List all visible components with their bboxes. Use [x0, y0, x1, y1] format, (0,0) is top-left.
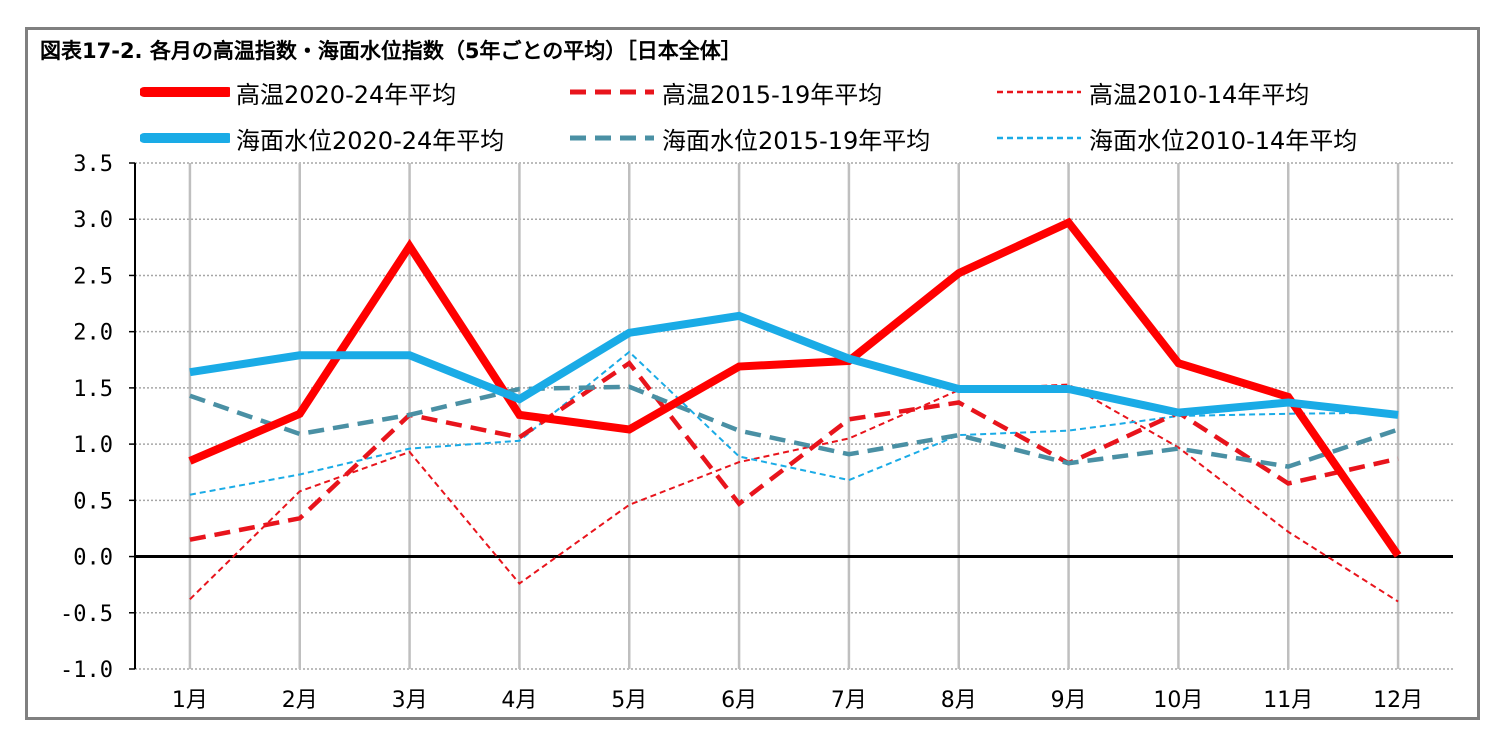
legend-swatch [140, 87, 230, 97]
legend-label: 高温2015-19年平均 [662, 80, 883, 109]
y-tick-label: 0.0 [73, 546, 113, 571]
y-tick-label: 1.0 [73, 433, 113, 458]
legend-swatch [997, 90, 1081, 94]
legend-label: 海面水位2010-14年平均 [1089, 126, 1358, 155]
legend-swatch [997, 136, 1081, 140]
series-line-1 [189, 360, 1399, 542]
x-tick-labels: 1月 2月 3月 4月 5月 6月 7月 8月 9月 10月 11月 12月 [172, 688, 1423, 713]
legend-label: 海面水位2020-24年平均 [236, 126, 505, 155]
x-tick-label: 11月 [1263, 688, 1313, 713]
x-tick-label: 1月 [172, 688, 208, 713]
y-tick-labels: 3.5 3.0 2.5 2.0 1.5 1.0 0.5 0.0 -0.5 -1.0 [60, 152, 113, 683]
legend-item: 海面水位2020-24年平均 [140, 121, 504, 155]
x-tick-label: 6月 [721, 688, 757, 713]
y-tick-label: 0.5 [73, 489, 113, 514]
y-tick-label: 2.0 [73, 321, 113, 346]
y-tick-label: -1.0 [60, 658, 113, 683]
x-tick-label: 5月 [611, 688, 647, 713]
legend-label: 高温2010-14年平均 [1089, 80, 1310, 109]
legend-item: 海面水位2010-14年平均 [993, 121, 1357, 155]
series-line-4 [189, 384, 1399, 469]
legend-swatch [140, 133, 230, 143]
legend-label: 高温2020-24年平均 [236, 80, 457, 109]
x-tick-label: 12月 [1373, 688, 1423, 713]
series-line-0 [188, 217, 1402, 558]
y-tick-label: 3.5 [73, 152, 113, 177]
legend-swatch [570, 135, 654, 141]
x-tick-label: 10月 [1153, 688, 1203, 713]
y-tick-label: 2.5 [73, 264, 113, 289]
legend-swatch [570, 89, 654, 95]
x-tick-label: 2月 [282, 688, 318, 713]
series-line-3 [189, 311, 1399, 419]
series-line-5 [189, 350, 1399, 496]
y-tick-label: -0.5 [60, 602, 113, 627]
y-tick-label: 3.0 [73, 208, 113, 233]
x-tick-label: 7月 [831, 688, 867, 713]
legend-item: 高温2010-14年平均 [993, 75, 1309, 109]
x-tick-label: 4月 [501, 688, 537, 713]
series-line-2 [189, 383, 1399, 603]
x-tick-label: 8月 [941, 688, 977, 713]
grid-lines [135, 162, 1453, 670]
legend-item: 海面水位2015-19年平均 [566, 121, 930, 155]
legend-item: 高温2020-24年平均 [140, 75, 456, 109]
series-layer [188, 217, 1402, 603]
x-tick-label: 3月 [392, 688, 428, 713]
y-tick-label: 1.5 [73, 377, 113, 402]
axes [129, 162, 1453, 670]
legend-label: 海面水位2015-19年平均 [662, 126, 931, 155]
chart-title: 図表17-2. 各月の高温指数・海面水位指数（5年ごとの平均）［日本全体］ [40, 39, 742, 63]
chart-frame [25, 27, 1480, 720]
legend-item: 高温2015-19年平均 [566, 75, 882, 109]
x-tick-label: 9月 [1051, 688, 1087, 713]
